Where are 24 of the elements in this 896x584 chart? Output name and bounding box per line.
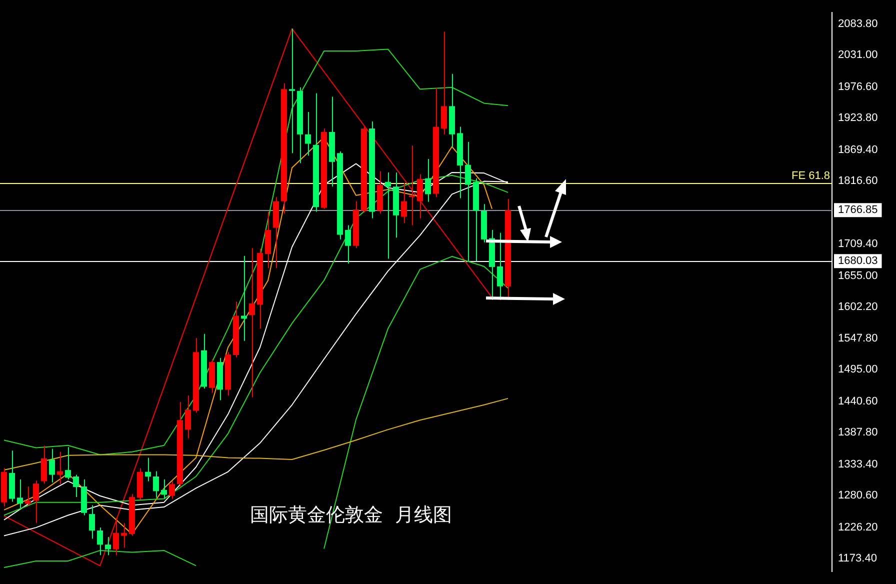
y-tick-label: 1655.00	[838, 270, 878, 282]
y-tick-label: 1440.60	[838, 396, 878, 408]
y-tick-label: 1387.80	[838, 426, 878, 439]
ref-line-label: 1680.03	[838, 255, 878, 268]
candlestick	[241, 256, 247, 341]
candlestick	[249, 248, 255, 398]
y-tick-label: 1923.80	[838, 112, 878, 124]
ref-line-label: 1766.85	[838, 204, 878, 216]
y-tick-label: 1709.40	[838, 238, 878, 250]
y-tick-label: 1173.40	[838, 552, 877, 564]
y-tick-label: 1816.60	[838, 174, 878, 187]
y-tick-label: 1976.60	[838, 81, 878, 94]
candlestick	[289, 28, 295, 154]
y-tick-label: 1547.80	[838, 332, 878, 345]
y-tick-label: 1495.00	[838, 364, 878, 376]
y-tick-label: 1280.60	[838, 490, 878, 502]
ref-line-label: FE 61.8	[791, 170, 830, 182]
candlestick	[385, 172, 391, 259]
y-tick-label: 1333.40	[838, 458, 878, 471]
y-tick-label: 1226.20	[838, 521, 878, 534]
y-tick-label: 2031.00	[838, 49, 878, 62]
y-tick-label: 2083.80	[838, 18, 878, 30]
y-tick-label: 1602.20	[838, 300, 878, 313]
y-tick-label: 1869.40	[838, 144, 878, 156]
